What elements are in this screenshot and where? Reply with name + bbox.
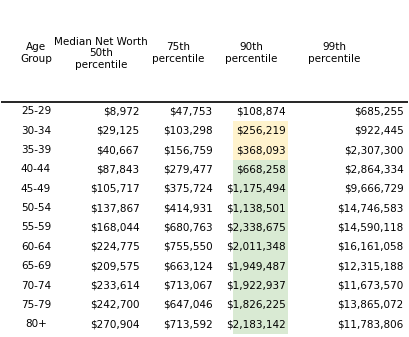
Text: 60-64: 60-64 [21, 242, 51, 252]
Text: $103,298: $103,298 [163, 126, 213, 136]
Text: $1,826,225: $1,826,225 [226, 300, 286, 310]
Text: $12,315,188: $12,315,188 [337, 261, 404, 271]
Text: $13,865,072: $13,865,072 [337, 300, 404, 310]
Text: $137,867: $137,867 [90, 203, 139, 213]
Text: $2,183,142: $2,183,142 [226, 319, 286, 329]
Text: $233,614: $233,614 [90, 280, 139, 290]
Text: $47,753: $47,753 [169, 106, 213, 116]
Text: $755,550: $755,550 [163, 242, 213, 252]
Bar [233, 179, 288, 198]
Text: 75th
percentile: 75th percentile [152, 42, 204, 64]
Text: $1,138,501: $1,138,501 [226, 203, 286, 213]
Text: 30-34: 30-34 [21, 126, 51, 136]
Text: $40,667: $40,667 [97, 145, 139, 155]
Text: Median Net Worth
50th
percentile: Median Net Worth 50th percentile [54, 37, 148, 70]
Bar [233, 295, 288, 314]
Text: $105,717: $105,717 [90, 184, 139, 194]
Text: $279,477: $279,477 [163, 164, 213, 175]
Text: $668,258: $668,258 [236, 164, 286, 175]
Text: $14,590,118: $14,590,118 [337, 222, 404, 233]
Text: 25-29: 25-29 [21, 106, 51, 116]
Text: 75-79: 75-79 [21, 300, 51, 310]
Text: $256,219: $256,219 [236, 126, 286, 136]
Text: $168,044: $168,044 [90, 222, 139, 233]
Bar [233, 160, 288, 179]
Text: Age
Group: Age Group [20, 42, 52, 64]
Text: $14,746,583: $14,746,583 [337, 203, 404, 213]
Bar [233, 121, 288, 141]
Text: $11,783,806: $11,783,806 [337, 319, 404, 329]
Text: $375,724: $375,724 [163, 184, 213, 194]
Bar [233, 141, 288, 160]
Text: 40-44: 40-44 [21, 164, 51, 175]
Text: $16,161,058: $16,161,058 [337, 242, 404, 252]
Text: $663,124: $663,124 [163, 261, 213, 271]
Text: $647,046: $647,046 [163, 300, 213, 310]
Bar [233, 218, 288, 237]
Text: 70-74: 70-74 [21, 280, 51, 290]
Text: $1,949,487: $1,949,487 [226, 261, 286, 271]
Bar [233, 276, 288, 295]
Text: 90th
percentile: 90th percentile [225, 42, 277, 64]
Text: $108,874: $108,874 [236, 106, 286, 116]
Text: $11,673,570: $11,673,570 [337, 280, 404, 290]
Text: $87,843: $87,843 [97, 164, 139, 175]
Text: 50-54: 50-54 [21, 203, 51, 213]
Text: $922,445: $922,445 [354, 126, 404, 136]
Bar [233, 237, 288, 256]
Text: $9,666,729: $9,666,729 [344, 184, 404, 194]
Text: $1,175,494: $1,175,494 [226, 184, 286, 194]
Text: 35-39: 35-39 [21, 145, 51, 155]
Bar [233, 314, 288, 334]
Text: $368,093: $368,093 [236, 145, 286, 155]
Text: $414,931: $414,931 [163, 203, 213, 213]
Text: $242,700: $242,700 [90, 300, 139, 310]
Text: 45-49: 45-49 [21, 184, 51, 194]
Text: $2,307,300: $2,307,300 [344, 145, 404, 155]
Text: $2,864,334: $2,864,334 [344, 164, 404, 175]
Text: $680,763: $680,763 [163, 222, 213, 233]
Text: $713,067: $713,067 [163, 280, 213, 290]
Text: 99th
percentile: 99th percentile [308, 42, 361, 64]
Bar [233, 256, 288, 276]
Text: 55-59: 55-59 [21, 222, 51, 233]
Text: $2,011,348: $2,011,348 [226, 242, 286, 252]
Text: $224,775: $224,775 [90, 242, 139, 252]
Text: $209,575: $209,575 [90, 261, 139, 271]
Text: 65-69: 65-69 [21, 261, 51, 271]
Text: $8,972: $8,972 [103, 106, 139, 116]
Text: $713,592: $713,592 [163, 319, 213, 329]
Text: $29,125: $29,125 [97, 126, 139, 136]
Text: $156,759: $156,759 [163, 145, 213, 155]
Text: $2,338,675: $2,338,675 [226, 222, 286, 233]
Text: $270,904: $270,904 [90, 319, 139, 329]
Text: $1,922,937: $1,922,937 [226, 280, 286, 290]
Text: $685,255: $685,255 [354, 106, 404, 116]
Bar [233, 198, 288, 218]
Text: 80+: 80+ [25, 319, 47, 329]
